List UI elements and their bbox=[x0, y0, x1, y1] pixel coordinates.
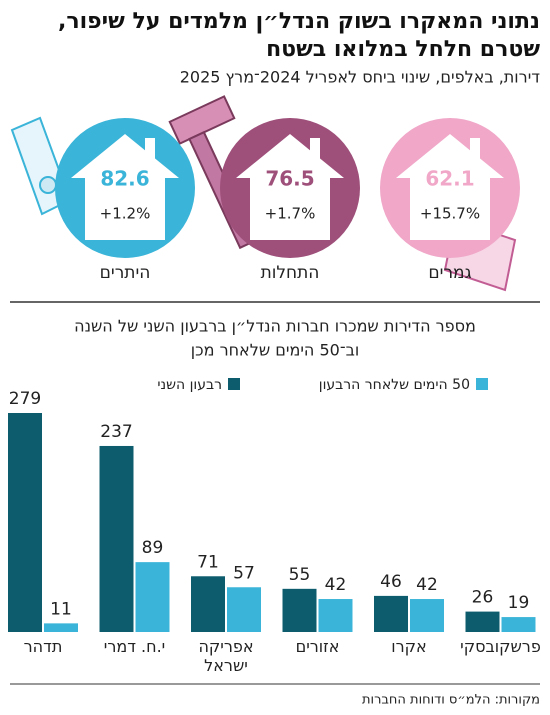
stat-label: היתרים bbox=[100, 263, 151, 283]
category-label: י.ח. דמרי bbox=[103, 637, 166, 656]
house bbox=[71, 134, 179, 240]
stat-label: גמרים bbox=[428, 263, 471, 283]
stat-change: +1.7% bbox=[265, 205, 316, 223]
stat-value: 62.1 bbox=[425, 167, 474, 191]
chart-title: וב־50 הימים שלאחר מכן bbox=[191, 341, 359, 360]
legend-label: רבעון השני bbox=[157, 377, 222, 393]
stat-value: 76.5 bbox=[265, 167, 314, 191]
bar bbox=[8, 413, 42, 632]
stat-value: 82.6 bbox=[100, 167, 149, 191]
bar bbox=[410, 599, 444, 632]
value-label: 26 bbox=[472, 588, 494, 608]
stat-label: התחלות bbox=[261, 263, 320, 283]
value-label: 42 bbox=[325, 575, 347, 595]
stat-change: +15.7% bbox=[420, 205, 480, 223]
bar bbox=[99, 445, 134, 632]
category-label: אפריקה ישראל bbox=[198, 637, 254, 675]
chart-title: מספר הדירות שמכרו חברות הנדל״ן ברבעון הש… bbox=[74, 317, 476, 336]
title-line: נתוני המאקרו בשוק הנדל״ן מלמדים על שיפור… bbox=[58, 9, 540, 34]
legend-label: 50 הימים שלאחר הרבעון bbox=[319, 377, 470, 393]
title-line: שטרם חלחל במלואו בשטח bbox=[266, 37, 540, 62]
chimney bbox=[145, 138, 155, 160]
value-label: 42 bbox=[416, 575, 438, 595]
subtitle: דירות, באלפים, שינוי ביחס לאפריל 2024־מר… bbox=[180, 68, 541, 87]
bar bbox=[282, 588, 317, 632]
category-label: אזורים bbox=[295, 637, 340, 656]
value-label: 19 bbox=[508, 593, 530, 613]
house bbox=[236, 134, 344, 240]
bar bbox=[318, 599, 353, 632]
value-label: 279 bbox=[9, 389, 41, 409]
category-label: אקרו bbox=[391, 637, 427, 656]
bar bbox=[44, 623, 78, 632]
legend-swatch bbox=[476, 378, 488, 390]
house bbox=[396, 134, 504, 240]
bar bbox=[227, 587, 261, 632]
value-label: 71 bbox=[197, 552, 219, 572]
stat-change: +1.2% bbox=[100, 205, 151, 223]
category-label: פרשקובסקי bbox=[460, 637, 541, 656]
source: מקורות: הלמ״ס ודוחות החברות bbox=[362, 693, 540, 708]
bar bbox=[374, 595, 408, 632]
value-label: 57 bbox=[233, 563, 255, 583]
value-label: 237 bbox=[100, 422, 132, 442]
bar bbox=[135, 562, 170, 632]
chimney bbox=[310, 138, 320, 160]
chimney bbox=[470, 138, 480, 160]
legend-swatch bbox=[228, 378, 240, 390]
value-label: 46 bbox=[380, 572, 402, 592]
value-label: 55 bbox=[289, 565, 311, 585]
value-label: 89 bbox=[142, 538, 164, 558]
bar bbox=[465, 611, 500, 632]
value-label: 11 bbox=[50, 599, 72, 619]
bar bbox=[191, 576, 225, 632]
bar bbox=[501, 617, 536, 632]
category-label: תדהר bbox=[23, 637, 63, 656]
